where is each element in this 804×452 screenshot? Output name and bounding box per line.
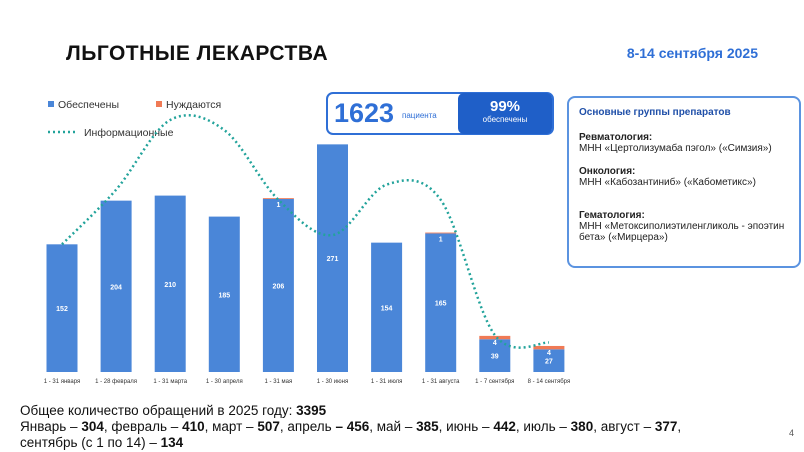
group-text: МНН «Метоксиполиэтиленгликоль - эпоэтин …	[579, 221, 785, 243]
note-line: Общее количество обращений в 2025 году: …	[20, 403, 681, 419]
month-value: 442	[493, 419, 516, 434]
bar-label: 39	[491, 354, 499, 361]
bar-label: 4	[547, 350, 551, 357]
note-total: 3395	[296, 403, 327, 418]
legend-swatch	[48, 101, 54, 107]
bar-label: 152	[56, 306, 68, 313]
month-label: , май –	[369, 419, 413, 434]
suffix: ,	[677, 419, 682, 434]
month-value: 507	[257, 419, 280, 434]
kpi-percent: 99%	[489, 98, 521, 115]
line	[61, 114, 550, 349]
bar	[262, 198, 294, 372]
group-text: МНН «Кабозантиниб» («Кабометикс»)	[579, 177, 756, 188]
title: ЛЬГОТНЫЕ ЛЕКАРСТВА	[66, 42, 329, 65]
x-tick-label: 1 - 31 марта	[153, 379, 187, 385]
groups-title: Основные группы препаратов	[579, 107, 731, 118]
kpi-percent-label: обеспечены	[482, 115, 528, 124]
group: Гематология: МНН «Метоксиполиэтиленгликол…	[579, 210, 793, 243]
x-tick-label: 1 - 30 июня	[317, 379, 348, 385]
bar	[533, 345, 565, 350]
x-tick-label: 1 - 30 апреля	[206, 379, 243, 385]
kpi-percent-box: 99% обеспечены	[458, 93, 552, 134]
legend-label: Информационные	[84, 127, 174, 139]
month-value: 304	[81, 419, 104, 434]
note-line: сентябрь (с 1 по 14) – 134	[20, 435, 681, 451]
legend-label: Обеспечены	[58, 99, 119, 111]
month-label: , февраль –	[103, 419, 179, 434]
bar	[425, 233, 457, 372]
bar	[46, 244, 78, 372]
x-tick-label: 1 - 31 января	[44, 379, 81, 385]
group-name: Онкология:	[579, 166, 636, 177]
group: Онкология: МНН «Кабозантиниб» («Кабометик…	[579, 166, 793, 188]
bar-label: 1	[439, 237, 443, 244]
month-value: – 456	[335, 419, 370, 434]
bar-label: 154	[381, 305, 393, 312]
bar-label: 271	[327, 256, 339, 263]
month-label: , март –	[204, 419, 254, 434]
bar-label: 1	[276, 202, 280, 209]
bar-label: 4	[493, 340, 497, 347]
kpi-box: 1623 пациента 99% обеспечены	[326, 92, 554, 135]
legend-label: Нуждаются	[166, 99, 221, 111]
bar-label: 206	[273, 283, 285, 290]
month-value: 385	[416, 419, 439, 434]
bar-label: 27	[545, 359, 553, 366]
x-tick-label: 1 - 7 сентября	[475, 379, 514, 385]
bar-label: 185	[218, 292, 230, 299]
month-label: , август –	[593, 419, 652, 434]
group: Ревматология: МНН «Цертолизумаба пэгол» (…	[579, 132, 793, 154]
note: Общее количество обращений в 2025 году: …	[20, 403, 681, 451]
x-tick-label: 1 - 31 августа	[422, 379, 460, 385]
month-value: 134	[160, 435, 184, 450]
bar	[100, 200, 132, 372]
bar-label: 165	[435, 301, 447, 308]
kpi-label: пациента	[402, 111, 437, 120]
group-name: Ревматология:	[579, 132, 653, 143]
x-tick-label: 1 - 28 февраля	[95, 379, 137, 385]
bar	[154, 195, 186, 372]
date: 8-14 сентября 2025	[626, 45, 758, 61]
x-tick-label: 1 - 31 июля	[371, 379, 402, 385]
legend-swatch	[156, 101, 162, 107]
group-name: Гематология:	[579, 210, 645, 221]
chart: Обеспечены Нуждаются Информационные 152 1 - …	[44, 99, 571, 385]
x-tick-label: 8 - 14 сентября	[528, 379, 571, 385]
month-label: сентябрь (с 1 по 14) –	[20, 435, 157, 450]
bar	[425, 232, 457, 234]
bar	[533, 349, 565, 372]
bar	[317, 144, 348, 372]
bar	[479, 335, 511, 340]
page-number: 4	[788, 428, 794, 438]
bar	[371, 242, 403, 372]
month-value: 380	[570, 419, 594, 434]
month-value: 377	[654, 419, 678, 434]
bar-label: 210	[164, 282, 176, 289]
group-text: МНН «Цертолизумаба пэгол» («Симзия»)	[579, 143, 772, 154]
x-tick-label: 1 - 31 мая	[265, 379, 293, 385]
note-label: Общее количество обращений в 2025 году:	[20, 403, 293, 418]
month-label: Январь –	[20, 419, 78, 434]
month-label: , апрель	[279, 419, 332, 434]
month-value: 410	[182, 419, 205, 434]
bar	[208, 216, 240, 372]
month-label: , июнь –	[438, 419, 490, 434]
kpi-number: 1623	[334, 98, 395, 128]
bar-label: 204	[110, 284, 122, 291]
groups-box: Основные группы препаратов Ревматология:…	[567, 96, 801, 268]
month-label: , июль –	[515, 419, 567, 434]
note-line: Январь – 304, февраль – 410, март – 507,…	[20, 419, 681, 435]
